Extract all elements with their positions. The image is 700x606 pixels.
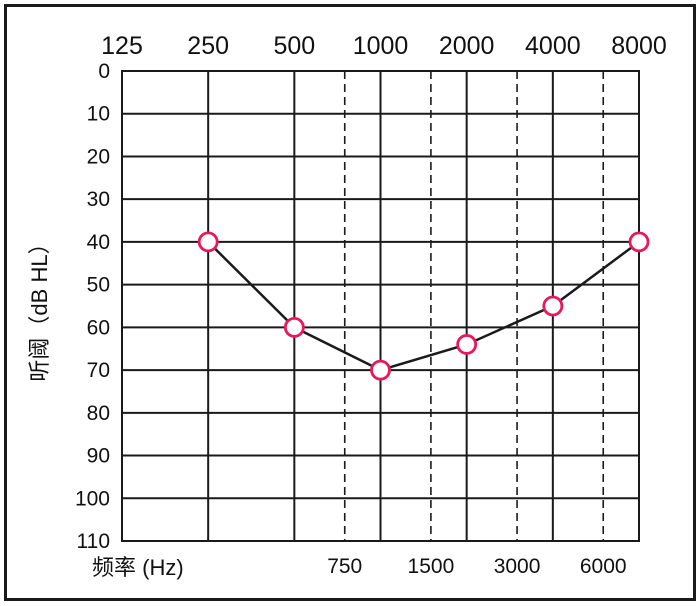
line-layer xyxy=(207,240,640,372)
series-line xyxy=(207,240,640,372)
data-point-marker xyxy=(542,295,564,317)
y-axis-label: 听阈（dB HL） xyxy=(27,232,52,381)
y-tick-label: 20 xyxy=(87,145,110,168)
chart-frame: 0 10 20 30 40 50 60 70 80 90 100 110 125 250 500 1000 20… xyxy=(4,4,696,601)
x-tick-bottom-label: 750 xyxy=(327,555,362,578)
data-point-marker xyxy=(197,231,219,253)
plot-border xyxy=(121,70,640,542)
y-tick-label: 80 xyxy=(87,402,110,425)
x-tick-bottom-label: 3000 xyxy=(494,555,541,578)
x-axis-label: 频率 (Hz) xyxy=(92,555,184,580)
x-tick-top-label: 2000 xyxy=(439,32,495,60)
x-tick-top-label: 4000 xyxy=(525,32,581,60)
y-tick-label: 30 xyxy=(87,188,110,211)
data-point-marker xyxy=(370,359,391,381)
y-tick-label: 40 xyxy=(87,231,110,254)
data-point-marker xyxy=(628,231,650,253)
x-tick-top-label: 500 xyxy=(273,32,315,60)
x-tick-bottom-label: 1500 xyxy=(408,555,455,578)
y-tick-label: 60 xyxy=(87,316,110,339)
x-tick-top-label: 250 xyxy=(187,32,229,60)
y-tick-label: 50 xyxy=(87,274,110,297)
audiogram-chart: 0 10 20 30 40 50 60 70 80 90 100 110 125 250 500 1000 20… xyxy=(27,32,667,580)
y-tick-label: 10 xyxy=(87,103,110,126)
data-point-marker xyxy=(456,334,478,355)
x-tick-top-label: 125 xyxy=(101,32,143,60)
y-tick-label: 110 xyxy=(77,530,110,553)
x-tick-top-label: 1000 xyxy=(353,32,409,60)
x-tick-bottom-label: 6000 xyxy=(580,555,627,578)
y-tick-label: 70 xyxy=(87,359,110,382)
data-point-marker xyxy=(283,316,305,338)
marker-layer xyxy=(197,231,650,381)
y-tick-label: 90 xyxy=(87,445,110,468)
y-tick-label: 0 xyxy=(98,60,110,83)
tick-layer: 0 10 20 30 40 50 60 70 80 90 100 110 125 250 500 1000 20… xyxy=(75,32,667,578)
y-tick-label: 100 xyxy=(75,487,110,510)
x-tick-top-label: 8000 xyxy=(611,32,667,60)
